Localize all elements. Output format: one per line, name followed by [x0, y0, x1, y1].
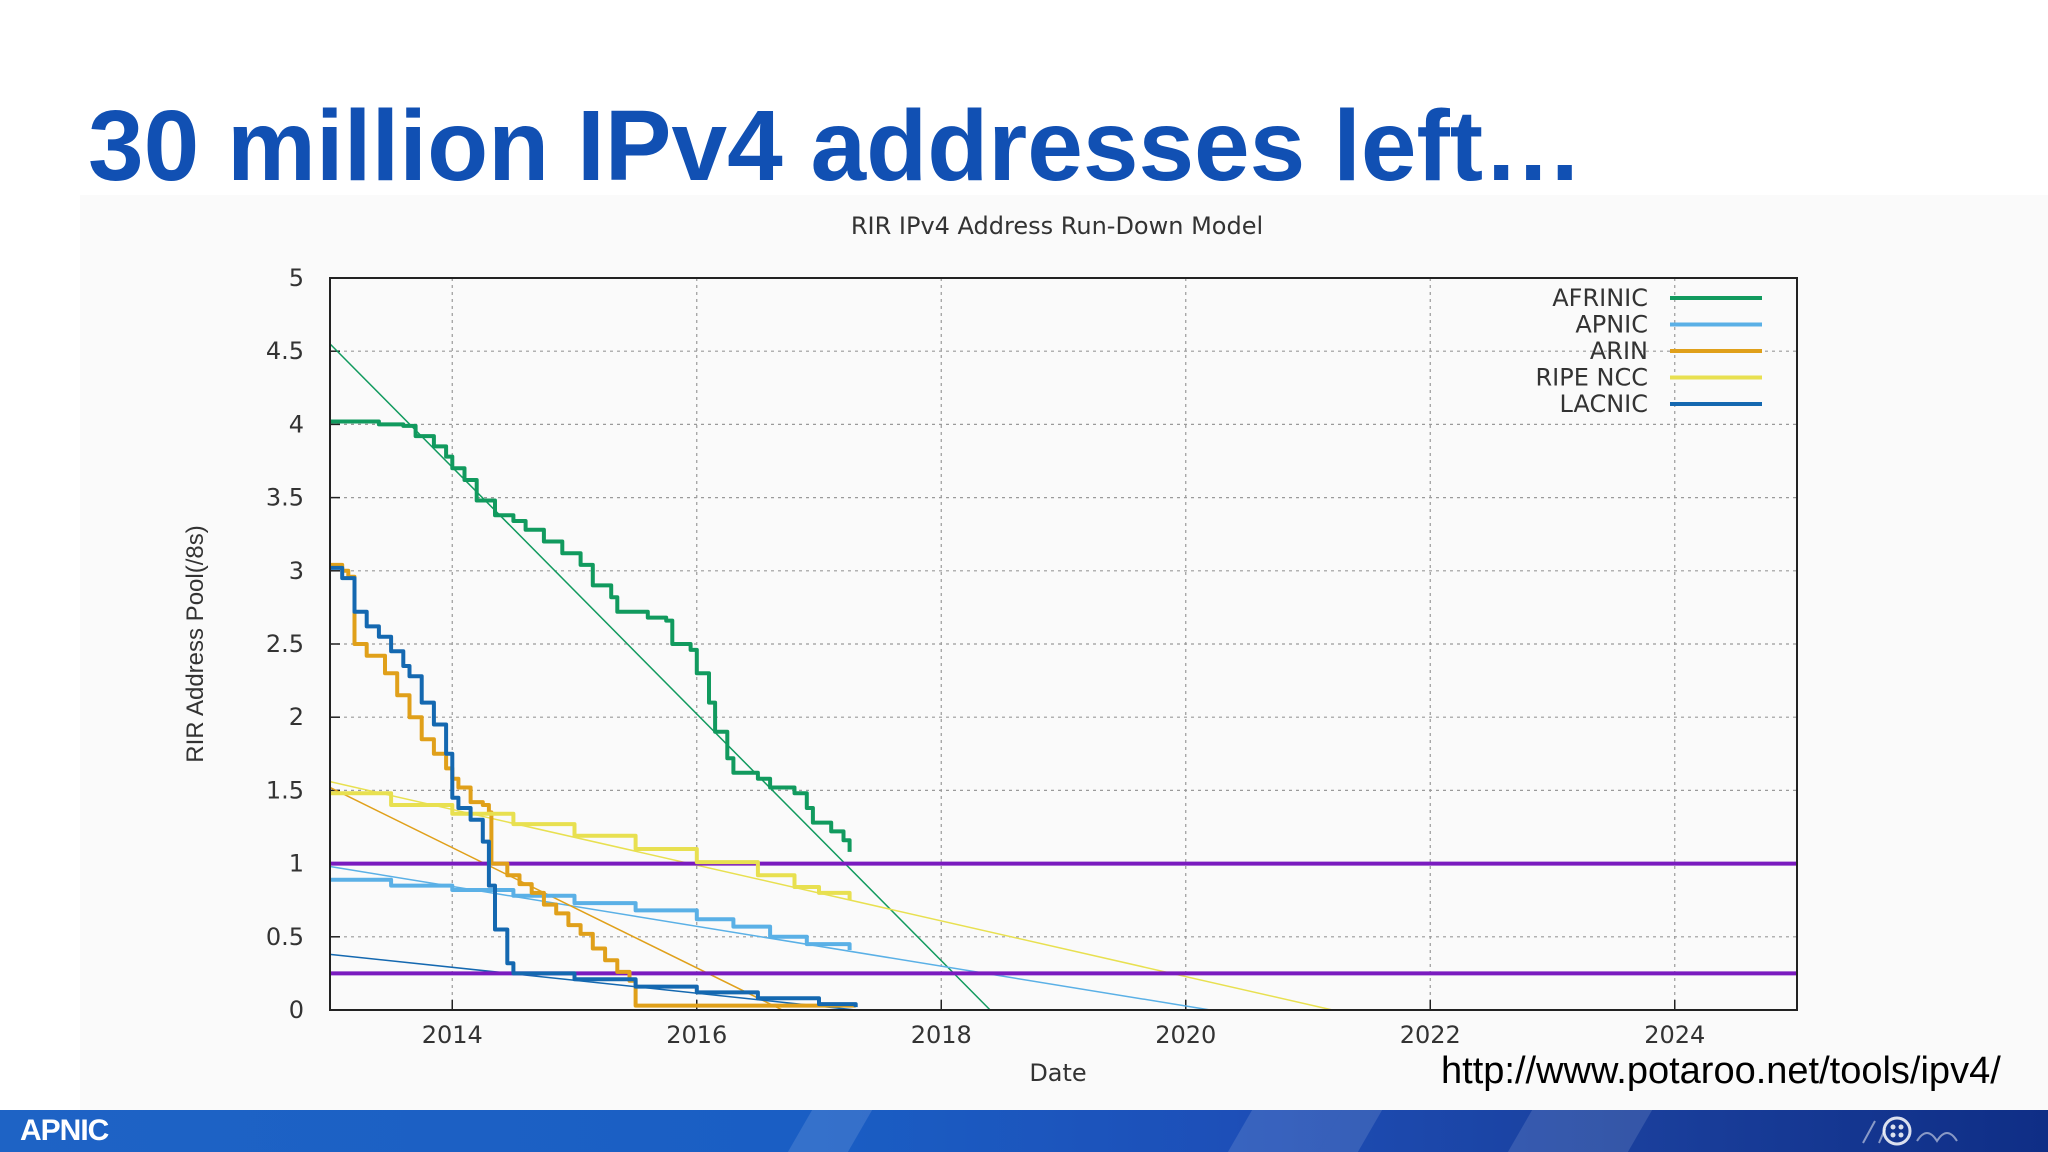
legend-label: RIPE NCC — [1536, 364, 1649, 392]
series-line-lacnic — [330, 565, 858, 1008]
source-url-link[interactable]: http://www.potaroo.net/tools/ipv4/ — [1441, 1050, 2001, 1092]
apnic-emblem-icon — [1862, 1116, 1958, 1146]
x-tick-label: 2022 — [1400, 1021, 1461, 1049]
trend-line — [329, 953, 856, 1011]
footer-stripe — [787, 1110, 873, 1152]
chart-title: RIR IPv4 Address Run-Down Model — [851, 212, 1263, 240]
x-tick-label: 2020 — [1155, 1021, 1216, 1049]
series-line-apnic — [330, 877, 852, 950]
x-tick-label: 2024 — [1644, 1021, 1705, 1049]
footer-stripe — [1507, 1110, 1653, 1152]
trend-line — [329, 786, 783, 1011]
chart-panel: RIR IPv4 Address Run-Down Model 0 0.5 1 1.5… — [80, 195, 2048, 1110]
y-tick-label: 0.5 — [266, 923, 304, 951]
slide-title: 30 million IPv4 addresses left… — [88, 90, 1584, 202]
y-tick-label: 0 — [289, 996, 304, 1024]
series-line-ripe-ncc — [330, 791, 852, 901]
y-tick-label: 5 — [289, 264, 304, 292]
x-tick-label: 2016 — [666, 1021, 727, 1049]
trend-line — [329, 343, 991, 1011]
plot-frame — [329, 277, 1798, 1011]
trend-lines — [329, 343, 1333, 1011]
y-tick-label: 4.5 — [266, 337, 304, 365]
x-tick-label: 2018 — [911, 1021, 972, 1049]
footer-bar: APNIC — [0, 1110, 2048, 1152]
y-tick-label: 3 — [289, 557, 304, 585]
legend-label: ARIN — [1590, 337, 1648, 365]
tick-labels: 0 0.5 1 1.5 2 2.5 3 3.5 4 4.5 5 2014 2016 2018 2020 202… — [266, 264, 1705, 1049]
y-tick-label: 2 — [289, 703, 304, 731]
legend-label: APNIC — [1575, 311, 1648, 339]
grid-layer — [330, 277, 1797, 1011]
y-tick-label: 1 — [289, 850, 304, 878]
series-layer — [330, 419, 858, 1008]
apnic-logo: APNIC — [20, 1114, 109, 1147]
y-tick-label: 2.5 — [266, 630, 304, 658]
threshold-lines — [330, 861, 1797, 976]
y-tick-label: 4 — [289, 410, 304, 438]
trend-line — [329, 780, 1333, 1011]
y-axis-label: RIR Address Pool(/8s) — [182, 525, 209, 762]
series-line-afrinic — [330, 419, 852, 852]
legend-label: AFRINIC — [1552, 284, 1648, 312]
x-axis-label: Date — [1029, 1059, 1086, 1087]
y-tick-label: 3.5 — [266, 484, 304, 512]
x-tick-label: 2014 — [422, 1021, 483, 1049]
y-tick-label: 1.5 — [266, 776, 304, 804]
legend-label: LACNIC — [1560, 390, 1648, 418]
rundown-chart: RIR IPv4 Address Run-Down Model 0 0.5 1 1.5… — [182, 212, 1798, 1087]
